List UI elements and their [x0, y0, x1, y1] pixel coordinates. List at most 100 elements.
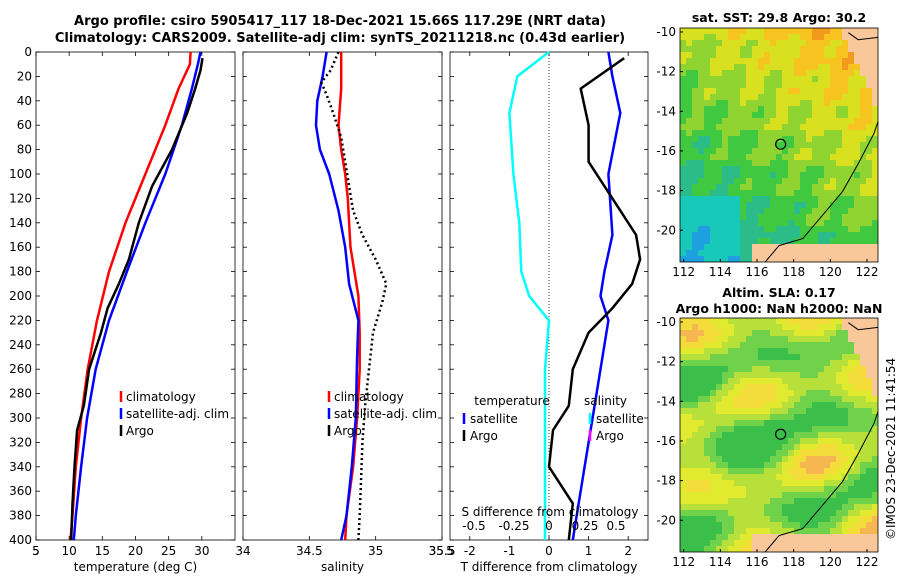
lat-tick-label: -16	[656, 144, 676, 158]
map-cell	[764, 492, 770, 498]
map-cell	[782, 534, 788, 540]
map-cell	[794, 106, 800, 112]
map-cell	[746, 136, 752, 142]
map-cell	[818, 408, 824, 414]
map-cell	[734, 52, 740, 58]
map-cell	[728, 64, 734, 70]
map-cell	[836, 34, 842, 40]
map-cell	[866, 342, 872, 348]
map-cell	[770, 196, 776, 202]
map-cell	[746, 522, 752, 528]
map-cell	[824, 124, 830, 130]
map-cell	[680, 244, 686, 250]
map-cell	[728, 516, 734, 522]
map-cell	[812, 118, 818, 124]
map-cell	[764, 34, 770, 40]
map-cell	[776, 226, 782, 232]
map-cell	[866, 238, 872, 244]
legend-title-temperature: temperature	[474, 394, 549, 408]
map-cell	[722, 510, 728, 516]
lat-tick-label: -12	[656, 65, 676, 79]
map-cell	[758, 354, 764, 360]
map-cell	[716, 354, 722, 360]
map-cell	[818, 522, 824, 528]
map-cell	[836, 214, 842, 220]
map-cell	[794, 124, 800, 130]
map-cell	[722, 324, 728, 330]
map-cell	[746, 82, 752, 88]
map-cell	[716, 492, 722, 498]
map-cell	[764, 444, 770, 450]
series-line-argo	[69, 57, 204, 541]
map-cell	[692, 52, 698, 58]
map-cell	[866, 46, 872, 52]
map-cell	[824, 444, 830, 450]
map-cell	[686, 366, 692, 372]
map-cell	[848, 450, 854, 456]
map-cell	[812, 250, 818, 256]
map-cell	[692, 232, 698, 238]
map-cell	[830, 378, 836, 384]
map-cell	[836, 348, 842, 354]
map-cell	[824, 318, 830, 324]
map-cell	[722, 40, 728, 46]
map-cell	[818, 130, 824, 136]
map-cell	[758, 178, 764, 184]
map-cell	[866, 34, 872, 40]
map-cell	[776, 450, 782, 456]
map-cell	[872, 432, 878, 438]
map-cell	[794, 88, 800, 94]
map-cell	[710, 534, 716, 540]
lon-tick-label: 122	[856, 555, 879, 569]
map-cell	[680, 414, 686, 420]
map-cell	[716, 214, 722, 220]
map-cell	[686, 226, 692, 232]
map-cell	[842, 330, 848, 336]
map-cell	[770, 486, 776, 492]
legend-label: Argo	[596, 429, 624, 443]
map-cell	[752, 432, 758, 438]
map-cell	[692, 214, 698, 220]
map-cell	[806, 28, 812, 34]
map-cell	[722, 220, 728, 226]
map-cell	[722, 142, 728, 148]
map-cell	[788, 232, 794, 238]
map-cell	[824, 250, 830, 256]
map-cell	[692, 142, 698, 148]
map-cell	[794, 52, 800, 58]
map-cell	[692, 196, 698, 202]
map-cell	[836, 324, 842, 330]
map-cell	[740, 450, 746, 456]
map-cell	[728, 58, 734, 64]
map-cell	[848, 76, 854, 82]
map-cell	[692, 534, 698, 540]
map-cell	[710, 366, 716, 372]
map-cell	[812, 28, 818, 34]
map-cell	[830, 432, 836, 438]
map-cell	[788, 450, 794, 456]
map-cell	[776, 142, 782, 148]
map-cell	[764, 136, 770, 142]
map-cell	[842, 166, 848, 172]
map-cell	[734, 208, 740, 214]
map-cell	[728, 330, 734, 336]
map-cell	[704, 34, 710, 40]
map-cell	[722, 540, 728, 546]
map-cell	[770, 178, 776, 184]
map-cell	[782, 408, 788, 414]
map-cell	[860, 124, 866, 130]
map-cell	[776, 336, 782, 342]
map-cell	[716, 238, 722, 244]
map-cell	[728, 324, 734, 330]
map-cell	[788, 100, 794, 106]
map-cell	[818, 420, 824, 426]
map-cell	[842, 52, 848, 58]
map-cell	[698, 426, 704, 432]
map-cell	[704, 40, 710, 46]
map-cell	[686, 480, 692, 486]
map-cell	[854, 426, 860, 432]
map-cell	[740, 136, 746, 142]
map-cell	[680, 118, 686, 124]
map-cell	[764, 256, 770, 262]
map-cell	[866, 420, 872, 426]
